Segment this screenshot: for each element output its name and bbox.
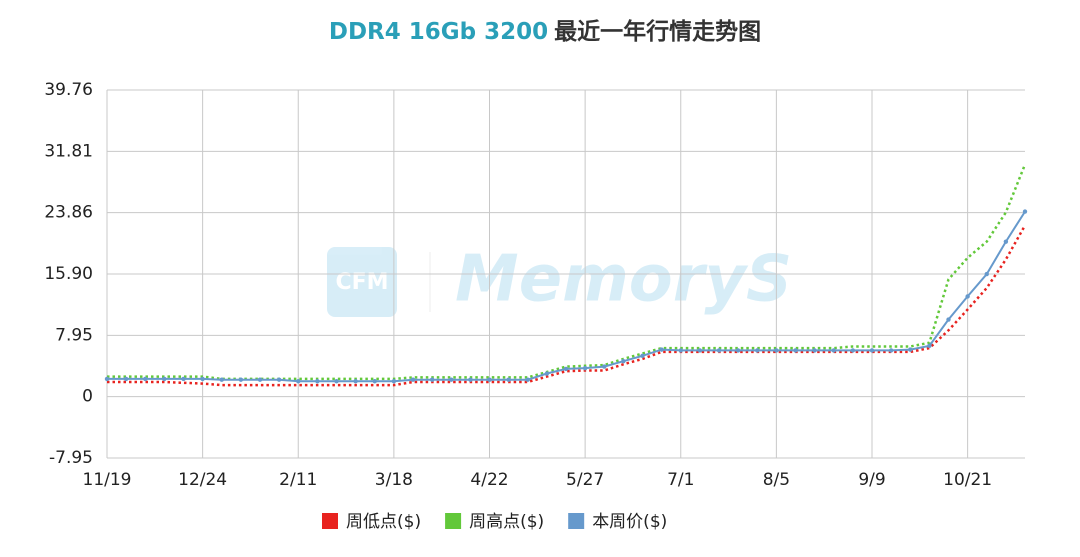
series-point bbox=[200, 376, 205, 382]
series-point bbox=[334, 379, 339, 384]
series-point bbox=[659, 347, 664, 352]
y-tick-label: 7.95 bbox=[55, 325, 93, 345]
series-point bbox=[296, 379, 301, 384]
title-text: 最近一年行情走势图 bbox=[554, 18, 761, 45]
legend-label: 周低点($) bbox=[346, 512, 421, 532]
series-point bbox=[908, 347, 913, 352]
series-point bbox=[850, 348, 856, 353]
series-point bbox=[755, 348, 760, 353]
y-tick-label: 31.81 bbox=[44, 141, 93, 161]
series-point bbox=[869, 348, 875, 353]
y-tick-label: 23.86 bbox=[44, 203, 93, 223]
series-point bbox=[1022, 209, 1028, 214]
chart-title: DDR4 16Gb 3200 最近一年行情走势图 bbox=[329, 18, 761, 45]
series-point bbox=[123, 376, 129, 382]
legend-label: 周高点($) bbox=[469, 512, 544, 532]
series-point bbox=[276, 377, 282, 382]
series-point bbox=[965, 294, 970, 299]
series-point bbox=[410, 377, 416, 382]
series-point bbox=[602, 364, 607, 369]
x-tick-label: 3/18 bbox=[375, 470, 413, 490]
series-point bbox=[525, 377, 530, 382]
x-tick-label: 10/21 bbox=[943, 470, 992, 490]
series-point bbox=[104, 376, 110, 382]
watermark-text: MemoryS bbox=[455, 243, 792, 317]
watermark: CFM MemoryS bbox=[327, 243, 792, 317]
series-point bbox=[716, 348, 722, 353]
watermark-logo bbox=[327, 247, 397, 317]
legend-label: 本周价($) bbox=[592, 512, 667, 532]
series-point bbox=[888, 348, 894, 353]
title-model: DDR4 16Gb 3200 bbox=[329, 19, 548, 45]
y-tick-label: -7.95 bbox=[49, 448, 93, 468]
series-point bbox=[353, 379, 358, 384]
x-tick-label: 7/1 bbox=[667, 470, 694, 490]
x-tick-label: 4/22 bbox=[470, 470, 508, 490]
series-point bbox=[391, 379, 397, 384]
series-point bbox=[946, 317, 951, 322]
x-tick-label: 12/24 bbox=[178, 470, 227, 490]
y-tick-label: 15.90 bbox=[44, 264, 93, 284]
series-point bbox=[372, 379, 377, 384]
series-point bbox=[793, 348, 798, 353]
series-point bbox=[449, 377, 454, 382]
legend-swatch bbox=[445, 513, 462, 529]
series-point bbox=[506, 377, 511, 382]
series-point bbox=[640, 353, 645, 358]
y-tick-label: 39.76 bbox=[44, 80, 93, 100]
series-point bbox=[219, 377, 224, 382]
series-point bbox=[582, 365, 588, 371]
series-point bbox=[143, 376, 148, 382]
x-tick-label: 11/19 bbox=[83, 470, 132, 490]
series-point bbox=[774, 348, 779, 353]
x-tick-label: 5/27 bbox=[566, 470, 604, 490]
series-point bbox=[162, 376, 167, 382]
series-point bbox=[1003, 239, 1009, 244]
legend-swatch bbox=[568, 513, 585, 529]
series-point bbox=[697, 348, 703, 353]
series-point bbox=[468, 377, 473, 382]
series-point bbox=[927, 343, 932, 348]
series-point bbox=[735, 348, 741, 353]
series-point bbox=[621, 358, 626, 364]
x-tick-label: 9/9 bbox=[858, 470, 885, 490]
series-point bbox=[984, 271, 989, 277]
series-point bbox=[678, 348, 683, 353]
series-point bbox=[315, 379, 320, 384]
y-tick-label: 0 bbox=[82, 387, 93, 407]
x-tick-label: 8/5 bbox=[763, 470, 790, 490]
series-point bbox=[544, 371, 550, 376]
series-point bbox=[238, 377, 244, 382]
series-point bbox=[563, 366, 569, 372]
series-point bbox=[429, 377, 435, 382]
series-point bbox=[487, 377, 492, 382]
x-tick-label: 2/11 bbox=[279, 470, 317, 490]
series-point bbox=[812, 348, 817, 353]
series-point bbox=[181, 376, 186, 382]
legend-swatch bbox=[322, 513, 338, 529]
series-point bbox=[831, 348, 836, 353]
series-point bbox=[257, 377, 263, 382]
